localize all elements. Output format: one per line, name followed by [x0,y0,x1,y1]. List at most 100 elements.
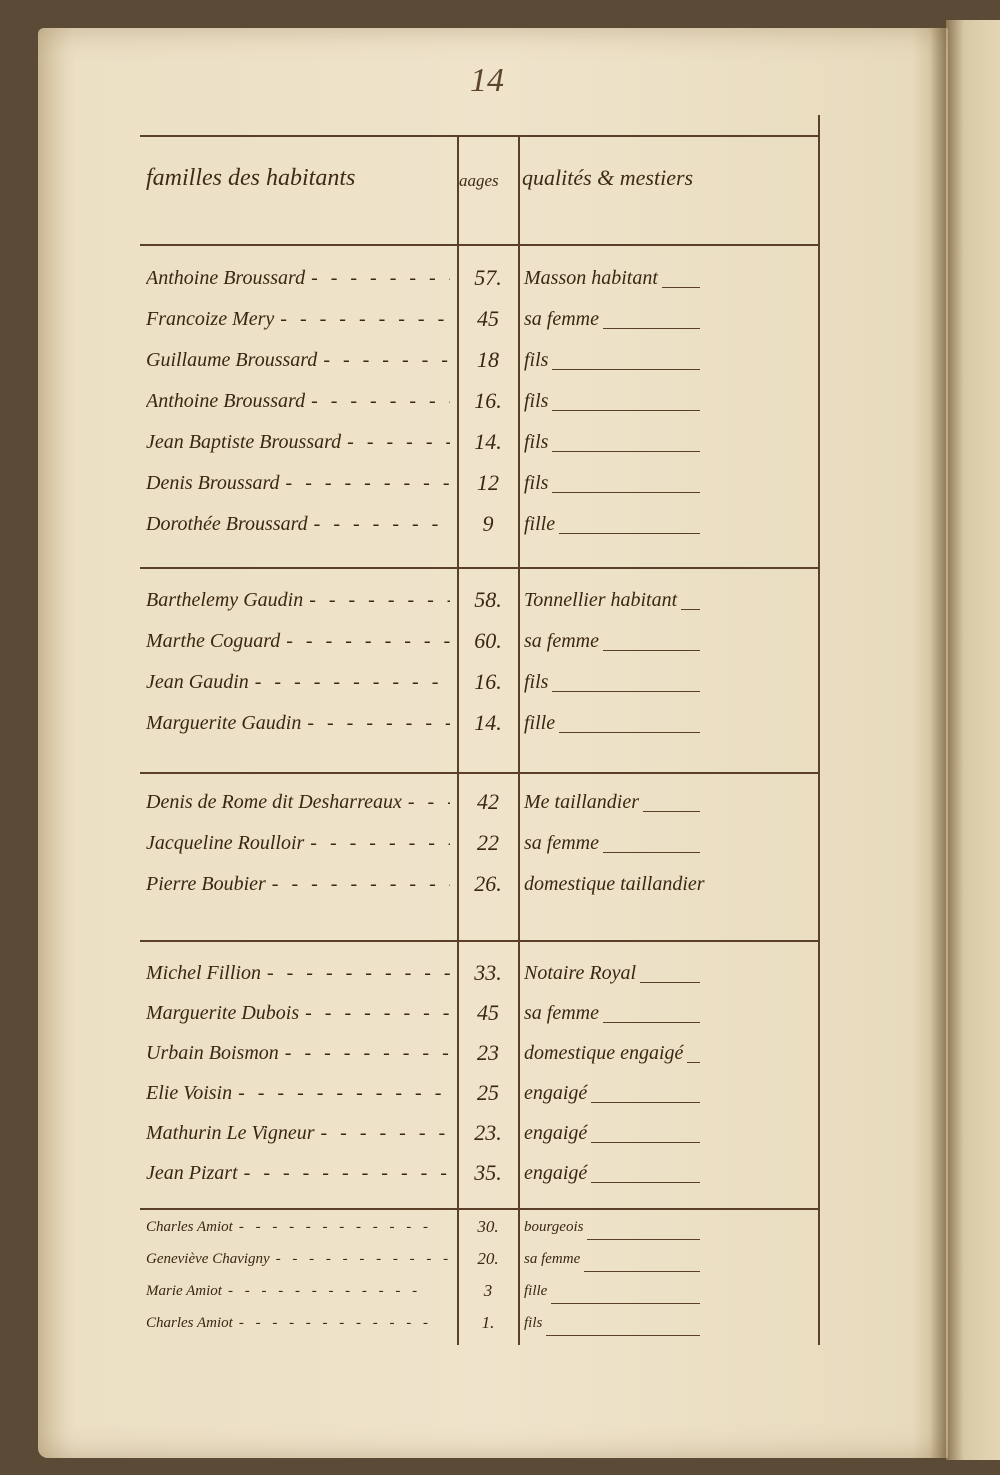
leader-dots: - - - - - - - - - - - - [238,1219,433,1235]
leader-dots: - - - - - - - - - - - - [313,513,450,535]
name-cell: Jacqueline Roulloir- - - - - - - - - - -… [146,832,450,855]
person-qualite: bourgeois [524,1219,584,1235]
table-row: Jean Pizart - - - - - - - - - - - - 35. eng… [140,1158,820,1194]
person-name: Anthoine Broussard [146,267,306,289]
table-row: Mathurin Le Vigneur- - - - - - - - - - -… [140,1118,820,1154]
person-name: Michel Fillion [146,962,261,984]
person-name: Denis de Rome dit Desharreaux [146,791,402,813]
person-age: 9 [482,511,494,536]
name-cell: Anthoine Broussard- - - - - - - - - - - … [146,267,450,290]
person-name: Mathurin Le Vigneur [146,1122,315,1144]
person-age: 16. [474,669,502,694]
qualite-flourish-line [603,328,700,329]
person-qualite: domestique engaigé [524,1042,684,1064]
qualite-flourish-line [681,609,700,610]
qualite-flourish-line [643,811,700,812]
person-age: 57. [474,265,502,290]
name-cell: Denis Broussard- - - - - - - - - - - - [146,472,450,495]
person-qualite: fils [524,1315,543,1331]
person-name: Charles Amiot [146,1219,233,1235]
person-age: 45 [477,1000,499,1025]
person-age: 22 [477,830,499,855]
qualite-flourish-line [603,650,700,651]
person-name: Urbain Boismon [146,1042,279,1064]
leader-dots: - - - - - - - - - - - - [238,1082,450,1104]
qualite-flourish-line [552,369,700,370]
person-qualite: sa femme [524,832,599,854]
qualite-flourish-line [662,287,700,288]
person-name: Jean Gaudin [146,671,249,693]
table-row: Jean Baptiste Broussard- - - - - - - - -… [140,427,820,463]
leader-dots: - - - - - - - - - - - - [311,267,450,289]
name-cell: Marthe Coguard- - - - - - - - - - - - [146,630,450,653]
leader-dots: - - - - - - - - - - - - [284,1042,450,1064]
qualite-flourish-line [587,1239,700,1240]
name-cell: Urbain Boismon- - - - - - - - - - - - [146,1042,450,1065]
person-name: Jacqueline Roulloir [146,832,305,854]
leader-dots: - - - - - - - - - - - - [275,1251,450,1267]
leader-dots: - - - - - - - - - - - - [311,390,450,412]
name-cell: Denis de Rome dit Desharreaux- - - - - -… [146,791,450,814]
leader-dots: - - - - - - - - - - - - [243,1162,450,1184]
person-qualite: engaigé [524,1122,588,1144]
person-qualite: sa femme [524,1002,599,1024]
person-qualite: sa femme [524,630,599,652]
qualite-flourish-line [640,982,700,983]
name-cell: Francoize Mery- - - - - - - - - - - - [146,308,450,331]
person-age: 1. [481,1313,495,1332]
table-row: Marthe Coguard- - - - - - - - - - - - 60.… [140,626,820,662]
qualite-flourish-line [591,1142,700,1143]
person-name: Marguerite Gaudin [146,712,302,734]
person-age: 33. [474,960,502,985]
name-cell: Geneviève Chavigny - - - - - - - - - - - … [146,1251,450,1268]
person-age: 42 [477,789,499,814]
person-age: 16. [474,388,502,413]
person-qualite: Tonnellier habitant [524,589,678,611]
person-age: 14. [474,429,502,454]
name-cell: Anthoine Broussard- - - - - - - - - - - … [146,390,450,413]
person-age: 14. [474,710,502,735]
person-age: 30. [477,1217,499,1236]
name-cell: Jean Gaudin- - - - - - - - - - - - [146,671,450,694]
header-ages: aages [459,171,499,190]
table-row: Guillaume Broussard- - - - - - - - - - -… [140,345,820,381]
person-name: Marthe Coguard [146,630,281,652]
header-bottom-rule [140,244,820,246]
header-names: familles des habitants [146,165,356,191]
person-name: Marguerite Dubois [146,1002,300,1024]
person-age: 18 [477,347,499,372]
person-age: 3 [483,1281,493,1300]
qualite-flourish-line [552,410,700,411]
leader-dots: - - - - - - - - - - - - [285,472,450,494]
qualite-flourish-line [687,1062,700,1063]
table-row: Jean Gaudin- - - - - - - - - - - - 16. fil… [140,667,820,703]
qualite-flourish-line [552,451,700,452]
person-age: 25 [477,1080,499,1105]
name-cell: Mathurin Le Vigneur- - - - - - - - - - -… [146,1122,450,1145]
table-row: Geneviève Chavigny - - - - - - - - - - - … [140,1247,820,1283]
person-qualite: domestique taillandier [524,873,705,895]
person-qualite: Me taillandier [524,791,639,813]
person-name: Jean Pizart [146,1162,238,1184]
table-row: Marguerite Dubois- - - - - - - - - - - -… [140,998,820,1034]
person-age: 12 [477,470,499,495]
qualite-flourish-line [603,852,700,853]
qualite-flourish-line [584,1271,700,1272]
qualite-flourish-line [603,1022,700,1023]
table-row: Charles Amiot - - - - - - - - - - - - 1. fi… [140,1311,820,1347]
group-rule [140,940,820,942]
name-cell: Elie Voisin - - - - - - - - - - - - [146,1082,450,1105]
qualite-flourish-line [551,1303,700,1304]
table-row: Marguerite Gaudin- - - - - - - - - - - -… [140,708,820,744]
adjacent-page-edge [946,20,1000,1460]
person-qualite: fils [524,671,549,693]
column-rule [518,135,520,1345]
person-qualite: fils [524,390,549,412]
person-age: 20. [477,1249,499,1268]
person-name: Francoize Mery [146,308,275,330]
person-age: 60. [474,628,502,653]
leader-dots: - - - - - - - - - - - - [323,349,450,371]
qualite-flourish-line [591,1102,700,1103]
person-qualite: fils [524,472,549,494]
table-row: Anthoine Broussard- - - - - - - - - - - … [140,386,820,422]
